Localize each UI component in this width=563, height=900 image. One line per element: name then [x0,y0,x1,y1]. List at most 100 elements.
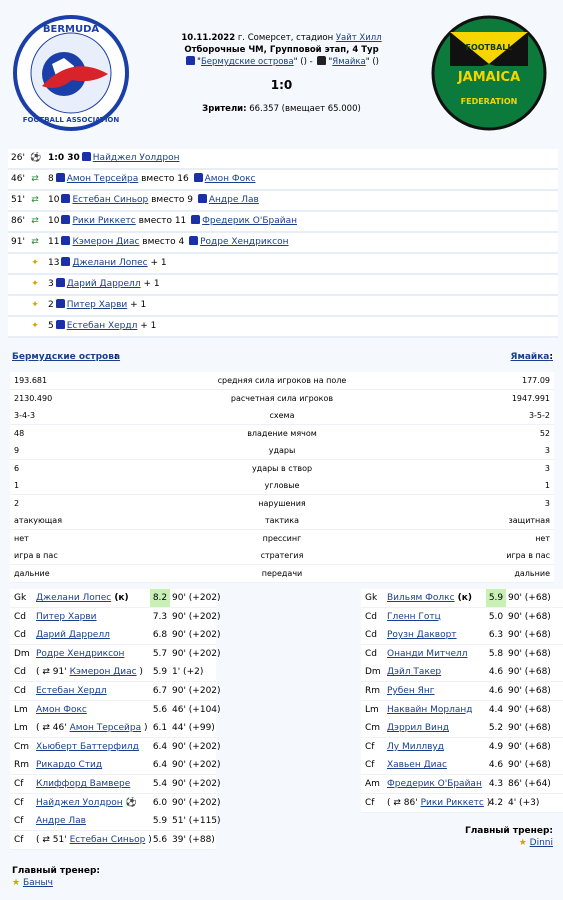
player-link[interactable]: Питер Харви [66,300,128,310]
player-minutes: 90' (+202) [172,779,221,789]
player-row: Cd Роузн Дакворт 6.3 90' (+68) [361,626,563,646]
player-link[interactable]: Амон Фокс [36,704,87,715]
player-position: Gk [14,593,27,603]
match-date: 10.11.2022 [181,33,236,43]
away-team-stats-link[interactable]: Ямайка: [510,352,553,362]
player-link[interactable]: Дэррил Винд [387,723,449,734]
player-name-cell: Питер Харви [36,608,97,626]
event-number: 13 [48,258,60,268]
player-link[interactable]: Дарий Даррелл [66,279,141,289]
player-link[interactable]: Питер Харви [36,611,97,622]
player-rating: 4.3 [488,779,504,789]
player-row: Cd Гленн Готц 5.0 90' (+68) [361,607,563,627]
player-link[interactable]: Дэйл Такер [387,667,442,678]
player-row: Cf Найджел Уолдрон ⚽ 6.0 90' (+202) [10,793,221,813]
player-row: Gk Вильям Фолкс (к) 5.9 90' (+68) [361,589,563,608]
player-name-cell: Роузн Дакворт [387,626,457,644]
player-link[interactable]: Кэмерон Диас [69,667,137,678]
player-link[interactable]: Найджел Уолдрон [92,153,180,163]
sub-marker: ( ⇄ 91' [36,667,67,678]
home-team-stats-link[interactable]: Бермудские острова [12,352,121,362]
player-link[interactable]: Естебан Хердл [66,321,138,331]
player-link[interactable]: Амон Терсейра [69,723,142,734]
match-score: 1:0 [270,78,293,92]
away-shirt-icon [317,56,327,65]
stat-label: средняя сила игроков на поле [217,376,347,385]
player-link[interactable]: Амон Фокс [204,174,256,184]
stat-label: тактика [265,516,299,525]
player-row: Lm Наквайн Морланд 4.4 90' (+68) [361,700,563,720]
player-rating: 5.7 [152,648,168,659]
player-link[interactable]: Хьюберт Баттерфилд [36,741,139,752]
player-link[interactable]: Естебан Синьор [72,195,149,205]
stat-away-value: 52 [539,428,550,438]
player-link[interactable]: Андре Лав [208,195,259,205]
shirt-icon [61,194,71,203]
player-name-cell: Родре Хендриксон [36,645,124,663]
player-link[interactable]: Рикардо Стид [36,760,103,771]
player-link[interactable]: Вильям Фолкс [387,593,455,603]
player-position: Cf [14,779,24,789]
player-row: Cf ( ⇄ 86' Рики Риккетс ) 4.2 4' (+3) [361,793,563,813]
player-row: Cf Клиффорд Вамвере 5.4 90' (+202) [10,775,221,794]
event-number: 3 [48,279,54,289]
event-text: 2 Питер Харви + 1 [48,296,146,315]
player-name-cell: Хавьен Диас [387,756,447,774]
event-row: 46' ⇄ 8 Амон Терсейра вместо 16 Амон Фокс [8,170,558,191]
player-link[interactable]: Лу Миллвуд [387,741,444,752]
sub-marker: ( ⇄ 46' [36,723,67,734]
player-link[interactable]: Фредерик О'Брайан [202,216,297,226]
player-name-cell: Гленн Готц [387,608,441,626]
player-link[interactable]: Рики Риккетс [72,216,136,226]
player-name-cell: Фредерик О'Брайан [387,775,482,793]
player-name-cell: Вильям Фолкс (к) [387,589,472,607]
player-link[interactable]: Гленн Готц [387,611,441,622]
player-link[interactable]: Естебан Синьор [69,834,146,845]
player-link[interactable]: Естебан Хердл [36,686,107,696]
stat-row: средняя сила игроков на поле 193.681 177.0… [10,372,554,390]
stat-away-value: 3 [544,498,550,508]
player-name-cell: Дэйл Такер [387,663,441,681]
player-link[interactable]: Клиффорд Вамвере [36,779,131,789]
away-team-stats-name[interactable]: Ямайка [510,352,550,362]
player-link[interactable]: Рики Риккетс [420,797,484,808]
player-link[interactable]: Роузн Дакворт [387,630,457,641]
star-icon: ★ [12,878,21,888]
venue-link[interactable]: Уайт Хилл [335,33,382,43]
player-link[interactable]: Амон Терсейра [66,174,139,184]
stat-home-value: 193.681 [14,376,48,385]
stat-label: стратегия [260,551,304,560]
event-text: 10 Естебан Синьор вместо 9 Андре Лав [48,191,259,210]
player-link[interactable]: Джелани Лопес [36,593,112,603]
player-link[interactable]: Рубен Янг [387,686,435,696]
away-team-link[interactable]: Ямайка [332,57,366,67]
shirt-icon [61,236,71,245]
player-link[interactable]: Дарий Даррелл [36,630,110,641]
attendance: Зрители: 66.357 (вмещает 65.000) [150,104,413,114]
player-link[interactable]: Фредерик О'Брайан [387,779,482,789]
player-link[interactable]: Родре Хендриксон [36,648,125,659]
player-link[interactable]: Хавьен Диас [387,760,447,771]
home-team-link[interactable]: Бермудские острова [200,57,294,67]
stat-label: схема [269,411,295,420]
player-link[interactable]: Наквайн Морланд [387,704,473,715]
player-link[interactable]: Родре Хендриксон [200,237,289,247]
plus-icon: ✦ [31,258,39,268]
player-link[interactable]: Кэмерон Диас [72,237,140,247]
player-minutes: 86' (+64) [508,779,551,789]
player-position: Cf [14,797,24,808]
player-name-cell: ( ⇄ 91' Кэмерон Диас ) [36,663,143,681]
player-minutes: 90' (+68) [508,704,551,715]
event-number: 2 [48,300,54,310]
player-suffix: ) [483,797,491,808]
event-text: 11 Кэмерон Диас вместо 4 Родре Хендриксон [48,233,289,252]
home-coach-link[interactable]: Баныч [22,878,53,888]
player-minutes: 90' (+202) [172,686,221,696]
player-link[interactable]: Джелани Лопес [72,258,148,268]
player-rating: 4.6 [488,760,504,771]
player-link[interactable]: Андре Лав [36,816,86,827]
away-coach-link[interactable]: Dinni [529,838,553,848]
player-link[interactable]: Онанди Митчелл [387,648,468,659]
stat-away-value: 1 [544,481,550,490]
player-link[interactable]: Найджел Уолдрон [36,797,123,808]
